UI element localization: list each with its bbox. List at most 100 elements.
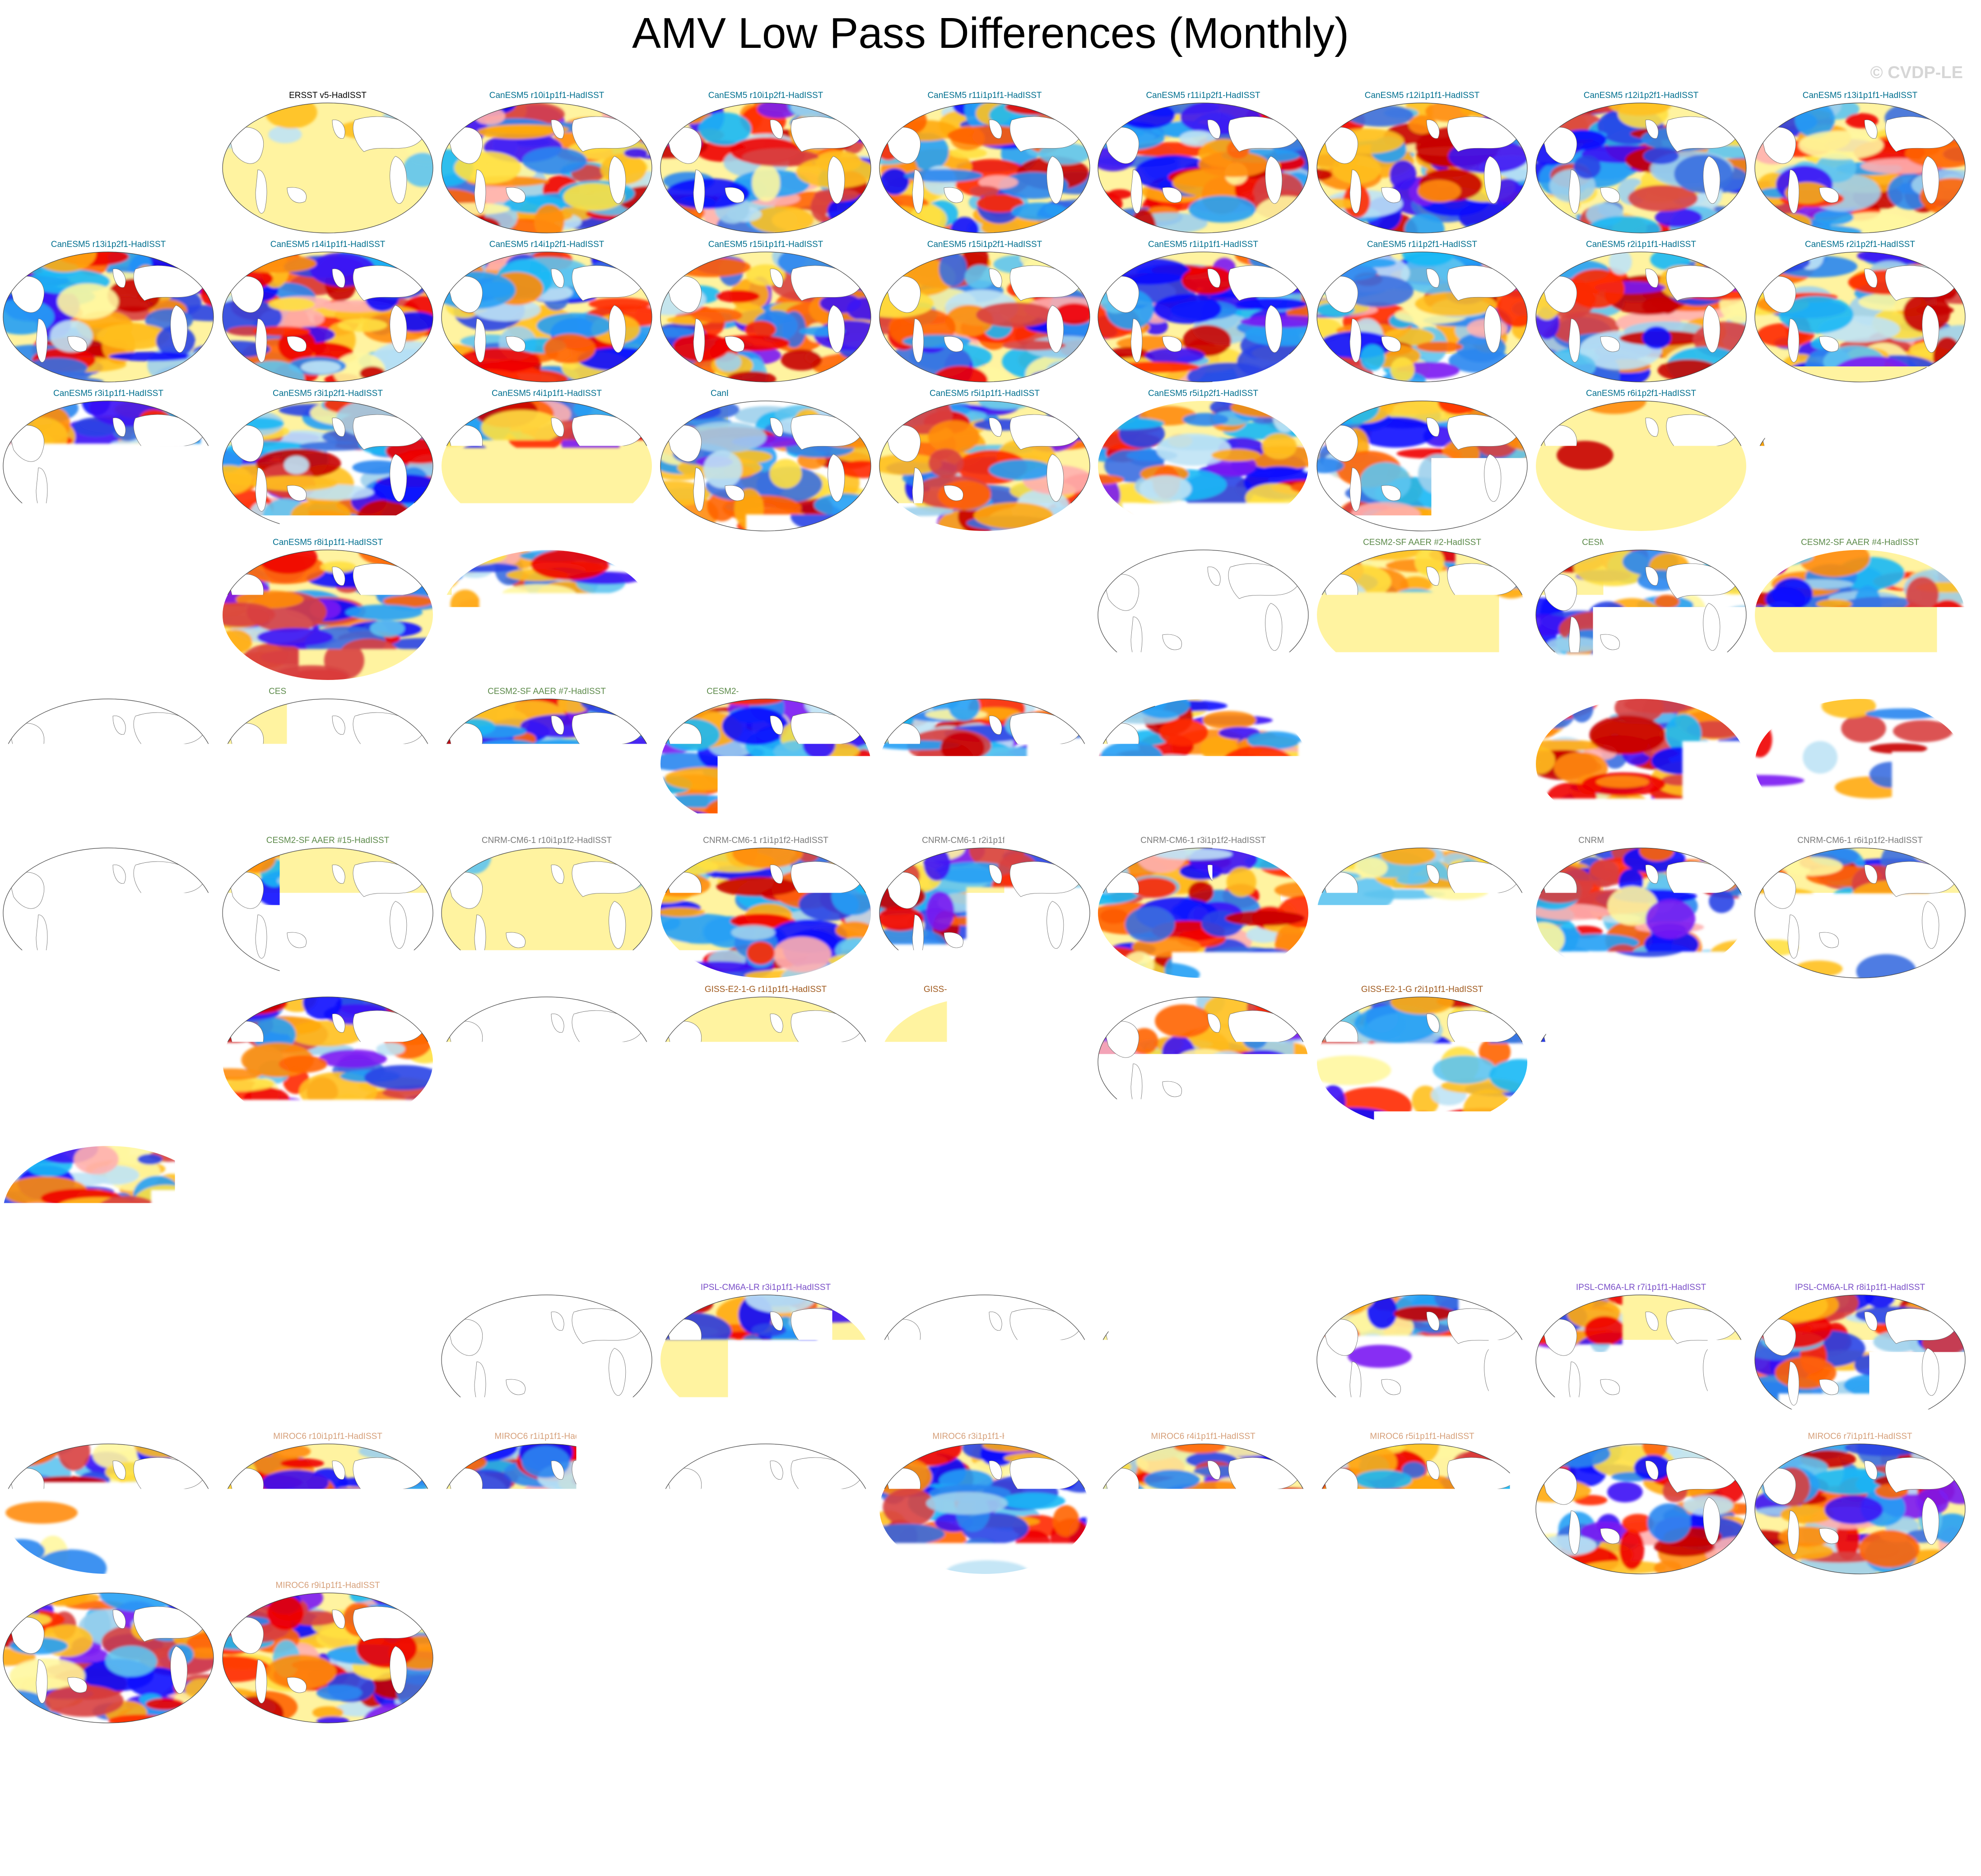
panel-title: CESM2-SF AAER #8-HadISST — [657, 686, 874, 697]
panel-title: CNRM-CM6-1 r2i1p1f2-HadISST — [876, 835, 1093, 846]
panel-title: CanESM5 r15i1p2f1-HadISST — [876, 239, 1093, 250]
map-panel: CNRM-CM6-1 r7i1p1f2-HadISST — [0, 984, 217, 1129]
map-field — [1533, 400, 1749, 533]
map-field — [1095, 102, 1311, 235]
map-field — [1314, 549, 1530, 682]
map-field — [876, 549, 1093, 682]
map-field — [1752, 549, 1968, 682]
panel-title: CESM2-SF AAER #2-HadISST — [1314, 537, 1530, 548]
panel-title: CanESM5 r12i1p2f1-HadISST — [1533, 90, 1749, 101]
map-panel: CESM2-SF AAER #10-HadISST — [1095, 686, 1311, 831]
map-field — [1533, 1294, 1749, 1427]
map-field — [219, 698, 436, 831]
panel-title: GISS-E2-1-G r5i1p1f1-HadISST — [1314, 1133, 1530, 1144]
map-field — [1533, 996, 1749, 1129]
map-field — [1533, 1443, 1749, 1576]
map-panel: MIROC6 r9i1p1f1-HadISST — [219, 1580, 436, 1725]
map-panel: CanESM5 r3i1p2f1-HadISST — [219, 388, 436, 533]
map-panel: CNRM-CM6-1 r2i1p1f2-HadISST — [876, 835, 1093, 980]
map-field — [1533, 251, 1749, 384]
map-panel: CNRM-CM6-1 r6i1p1f2-HadISST — [1752, 835, 1968, 980]
panel-title: IPSL-CM6A-LR r10i1p1f1-HadISST — [0, 1282, 217, 1293]
colorbar-swatch — [1466, 1759, 1526, 1790]
map-panel: CanESM5 r11i1p1f1-HadISST — [876, 90, 1093, 235]
map-panel: MIROC6 r2i1p1f1-HadISST — [657, 1431, 874, 1576]
panel-title: CESM2-SF AAER #7-HadISST — [438, 686, 655, 697]
map-field — [0, 996, 217, 1129]
panel-title: GISS-E2-1-G r5i1p1f2-HadISST — [1533, 1133, 1749, 1144]
panel-title: GISS-E2-1-G r1i1p3f1-HadISST — [1095, 984, 1311, 995]
map-field — [1752, 847, 1968, 980]
panel-title: CESM2-SF AAER #1-HadISST — [1095, 537, 1311, 548]
colorbar-swatch — [930, 1759, 990, 1790]
map-panel: CNRM-CM6-1 r3i1p1f2-HadISST — [1095, 835, 1311, 980]
map-field — [1533, 698, 1749, 831]
panel-title: CESM2-SF AAER #15-HadISST — [219, 835, 436, 846]
map-field — [657, 1145, 874, 1278]
map-panel: CESM2-SF AAER #2-HadISST — [1314, 537, 1530, 682]
map-field — [1095, 698, 1311, 831]
map-panel: CanESM5 r3i1p1f1-HadISST — [0, 388, 217, 533]
colorbar-tick-label: -3.2 — [486, 1795, 542, 1831]
map-panel: MIROC6 r6i1p1f1-HadISST — [1533, 1431, 1749, 1576]
map-panel: CanESM5 r2i1p1f1-HadISST — [1533, 239, 1749, 384]
colorbar-swatch — [692, 1759, 752, 1790]
map-field — [1533, 1145, 1749, 1278]
panel-title: CanESM5 r11i1p1f1-HadISST — [876, 90, 1093, 101]
panel-title: CESM2-SF AAER #12-HadISST — [1533, 686, 1749, 697]
map-field — [1533, 847, 1749, 980]
map-panel: MIROC6 r1i1p1f1-HadISST — [438, 1431, 655, 1576]
panel-title: CanESM5 r14i1p2f1-HadISST — [438, 239, 655, 250]
map-panels-grid: ERSST v5-HadISST CanESM5 r10i1p1f1-HadISS… — [0, 0, 1981, 1743]
map-field — [438, 1443, 655, 1576]
panel-title: GISS-E2-1-G r4i1p3f1-HadISST — [1095, 1133, 1311, 1144]
map-panel: CanESM5 r8i1p1f1-HadISST — [219, 537, 436, 682]
map-field — [219, 996, 436, 1129]
map-panel: CNRM-CM6-1 r8i1p1f2-HadISST — [219, 984, 436, 1129]
map-panel: CanESM5 r5i1p1f1-HadISST — [876, 388, 1093, 533]
colorbar-tick-label: 0.8 — [1087, 1795, 1132, 1831]
map-field — [438, 400, 655, 533]
panel-title: IPSL-CM6A-LR r1i1p1f1-HadISST — [219, 1282, 436, 1293]
map-panel: CanESM5 r1i1p1f1-HadISST — [1095, 239, 1311, 384]
panel-title: MIROC6 r9i1p1f1-HadISST — [219, 1580, 436, 1591]
map-field — [1533, 549, 1749, 682]
map-panel: GISS-E2-1-G r1i1p3f1-HadISST — [1095, 984, 1311, 1129]
panel-title: CESM2-SF AAER #14-HadISST — [0, 835, 217, 846]
map-field — [657, 996, 874, 1129]
colorbar-swatch — [514, 1759, 573, 1790]
panel-title: IPSL-CM6A-LR r5i1p1f1-HadISST — [1095, 1282, 1311, 1293]
panel-title: CanESM5 r3i1p2f1-HadISST — [219, 388, 436, 399]
map-panel: CanESM5 r1i1p2f1-HadISST — [1314, 239, 1530, 384]
map-panel: GISS-E2-1-G r1i1p1f2-HadISST — [876, 984, 1093, 1129]
map-panel: CanESM5 r4i1p2f1-HadISST — [657, 388, 874, 533]
map-field — [1314, 847, 1530, 980]
map-panel: CNRM-CM6-1 r9i1p1f2-HadISST — [438, 984, 655, 1129]
map-panel: GISS-E2-1-G r2i1p3f1-HadISST — [1752, 984, 1968, 1129]
panel-title: CESM2-SF AAER #10-HadISST — [1095, 686, 1311, 697]
map-panel: CanESM5 r9i1p1f1-HadISST — [657, 537, 874, 682]
map-panel: GISS-E2-1-G r1i1p1f1-HadISST — [657, 984, 874, 1129]
map-panel: GISS-E2-1-G r2i1p1f1-HadISST — [1314, 984, 1530, 1129]
map-panel: CESM2-SF AAER #5-HadISST — [0, 686, 217, 831]
panel-title: CanESM5 r4i1p1f1-HadISST — [438, 388, 655, 399]
map-field — [876, 400, 1093, 533]
map-panel: IPSL-CM6A-LR r4i1p1f1-HadISST — [876, 1282, 1093, 1427]
panel-title: CanESM5 r12i1p1f1-HadISST — [1314, 90, 1530, 101]
map-panel: CNRM-CM6-1 r4i1p1f2-HadISST — [1314, 835, 1530, 980]
map-field — [876, 1145, 1093, 1278]
map-field — [219, 1443, 436, 1576]
map-field — [219, 1294, 436, 1427]
colorbar-tick-label: -2.4 — [605, 1795, 660, 1831]
panel-title: MIROC6 r4i1p1f1-HadISST — [1095, 1431, 1311, 1442]
panel-title: MIROC6 r7i1p1f1-HadISST — [1752, 1431, 1968, 1442]
map-field — [438, 996, 655, 1129]
map-field — [438, 698, 655, 831]
map-field — [876, 698, 1093, 831]
map-panel: CESM2-SF AAER #15-HadISST — [219, 835, 436, 980]
map-field — [1752, 400, 1968, 533]
map-panel: IPSL-CM6A-LR r6i1p1f1-HadISST — [1314, 1282, 1530, 1427]
panel-title: CanESM5 r14i1p1f1-HadISST — [219, 239, 436, 250]
map-panel: CanESM5 r15i1p1f1-HadISST — [657, 239, 874, 384]
colorbar-tick-label: 4 — [1576, 1795, 1595, 1831]
